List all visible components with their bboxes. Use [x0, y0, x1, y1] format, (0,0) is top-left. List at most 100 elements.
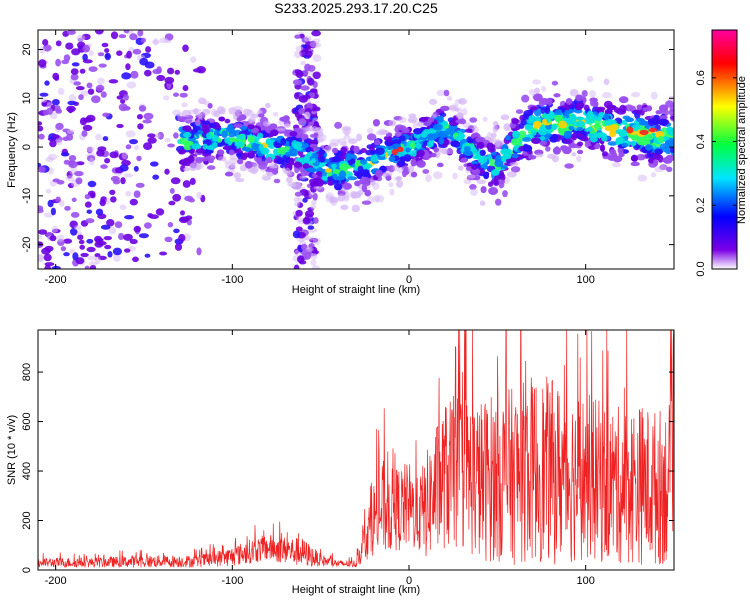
spectrogram-cell: [293, 202, 301, 207]
spectrogram-cell: [642, 107, 648, 112]
spectrogram-cell: [182, 85, 189, 92]
spectrogram-cell: [307, 139, 318, 145]
spectrogram-cell: [306, 126, 315, 132]
spectrogram-cell: [121, 151, 128, 160]
spectrogram-cell: [173, 132, 179, 139]
spectrogram-cell: [132, 48, 142, 55]
spectrogram-cell: [70, 227, 78, 236]
spectrogram-cell: [309, 41, 319, 48]
spectrogram-cell: [458, 132, 465, 140]
spectrogram-cell: [241, 147, 252, 152]
spectrogram-cell: [42, 39, 49, 46]
spectrogram-cell: [104, 158, 111, 164]
spectrogram-cell: [552, 146, 561, 155]
spectrogram-cell: [609, 130, 617, 138]
spectrogram-cell: [89, 157, 95, 166]
spectrogram-cell: [571, 152, 577, 157]
spectrogram-cell: [544, 106, 551, 114]
spectrogram-x-tick-label: 100: [576, 274, 594, 286]
spectrogram-cell: [125, 190, 132, 197]
spectrogram-cell: [112, 247, 122, 256]
spectrogram-cell: [467, 138, 475, 144]
spectrogram-cell: [452, 172, 458, 180]
spectrogram-cell: [411, 149, 417, 157]
spectrogram-cell: [666, 126, 674, 133]
spectrogram-cell: [95, 208, 104, 216]
spectrogram-cell: [102, 112, 110, 118]
spectrogram-cell: [277, 147, 287, 155]
spectrogram-cell: [236, 152, 242, 157]
spectrogram-cell: [339, 163, 349, 171]
spectrogram-cell: [298, 95, 308, 103]
spectrogram-cell: [110, 31, 119, 40]
spectrogram-cell: [307, 64, 316, 72]
spectrogram-cell: [82, 44, 91, 53]
spectrogram-cell: [156, 66, 162, 74]
spectrogram-cell: [174, 243, 183, 251]
spectrogram-cell: [82, 124, 93, 131]
spectrogram-cell: [213, 110, 221, 118]
spectrogram-cell: [294, 92, 300, 100]
spectrogram-cell: [540, 135, 545, 141]
spectrogram-cell: [648, 127, 658, 133]
snr-series-line: [38, 330, 674, 569]
spectrogram-cell: [38, 125, 44, 132]
spectrogram-cell: [528, 109, 534, 114]
snr-x-tick-label: 100: [576, 575, 594, 587]
spectrogram-cell: [233, 172, 241, 180]
spectrogram-cell: [364, 189, 372, 197]
spectrogram-cell: [505, 135, 511, 141]
spectrogram-cell: [439, 130, 445, 138]
spectrogram-cell: [104, 48, 110, 53]
spectrogram-cell: [396, 176, 402, 181]
spectrogram-cell: [670, 115, 674, 120]
spectrogram-cell: [73, 81, 81, 86]
spectrogram-cell: [63, 54, 71, 62]
spectrogram-cell: [479, 200, 486, 206]
spectrogram-cell: [224, 171, 234, 177]
spectrogram-cell: [539, 140, 547, 146]
spectrogram-cell: [74, 170, 84, 177]
spectrogram-cell: [303, 35, 312, 42]
spectrogram-cells: [38, 30, 674, 269]
spectrogram-cell: [332, 169, 341, 175]
spectrogram-cell: [521, 94, 530, 103]
spectrogram-cell: [106, 219, 115, 227]
spectrogram-cell: [95, 84, 105, 92]
spectrogram-cell: [89, 265, 97, 269]
spectrogram-cell: [606, 104, 617, 111]
spectrogram-cell: [68, 160, 78, 169]
spectrogram-cell: [276, 127, 286, 132]
spectrogram-cell: [349, 158, 356, 164]
spectrogram-cell: [50, 207, 57, 216]
spectrogram-cell: [388, 119, 397, 127]
spectrogram-cell: [312, 147, 319, 152]
spectrogram-cell: [533, 108, 542, 117]
spectrogram-cell: [669, 104, 674, 112]
spectrogram-cell: [103, 236, 113, 241]
spectrogram-cell: [159, 251, 168, 256]
spectrogram-cell: [252, 163, 259, 168]
spectrogram-cell: [181, 109, 192, 118]
spectrogram-cell: [608, 119, 617, 125]
spectrogram-cell: [587, 126, 593, 132]
spectrogram-cell: [94, 256, 101, 265]
spectrogram-cell: [601, 136, 608, 142]
spectrogram-cell: [304, 252, 312, 260]
spectrogram-cell: [555, 109, 563, 116]
spectrogram-cell: [70, 73, 79, 81]
spectrogram-cell: [87, 88, 95, 95]
spectrogram-cell: [151, 39, 160, 45]
spectrogram-cell: [618, 129, 627, 138]
spectrogram-cell: [88, 66, 98, 72]
spectrogram-cell: [167, 67, 175, 75]
spectrogram-cell: [375, 194, 385, 203]
spectrogram-cell: [318, 155, 326, 163]
spectrogram-cell: [80, 252, 89, 258]
spectrogram-cell: [443, 89, 450, 97]
spectrogram-cell: [218, 116, 225, 122]
spectrogram-cell: [630, 154, 639, 162]
spectrogram-cell: [311, 30, 321, 37]
spectrogram-cell: [191, 143, 201, 150]
spectrogram-cell: [222, 145, 232, 150]
